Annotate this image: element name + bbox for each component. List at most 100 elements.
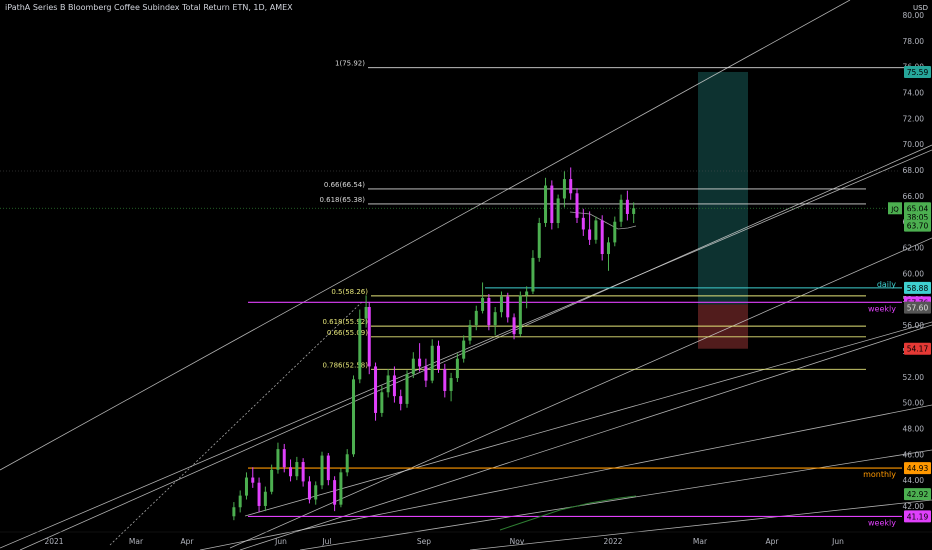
price-tick-label: 50.00 bbox=[903, 399, 925, 408]
dashed-trend-line bbox=[109, 301, 363, 546]
price-badge bbox=[904, 65, 931, 78]
current-tag bbox=[888, 202, 902, 215]
fib-level-label: 0.66(55.09) bbox=[327, 329, 368, 337]
candle-body bbox=[581, 217, 585, 230]
moving-average bbox=[499, 211, 637, 531]
price-badge bbox=[904, 219, 931, 232]
price-tick-label: 60.00 bbox=[903, 269, 925, 278]
candle-body bbox=[632, 208, 636, 214]
stop-loss-box[interactable] bbox=[698, 304, 748, 349]
candle-body bbox=[358, 318, 362, 380]
fib-level-label: 0.5(58.26) bbox=[331, 288, 368, 296]
candle-body bbox=[257, 482, 261, 506]
time-axis[interactable]: 2021 Mar Apr Jun Jul Sep Nov 2022 Mar Apr Jun bbox=[0, 531, 932, 546]
candle-body bbox=[314, 485, 318, 500]
position-boxes bbox=[698, 71, 748, 349]
price-tick-label: 62.00 bbox=[903, 244, 925, 253]
candle-body bbox=[282, 449, 286, 468]
price-badge-label: 63.70 bbox=[907, 222, 929, 231]
price-tick-label: 42.00 bbox=[903, 502, 925, 511]
candle-body bbox=[345, 454, 349, 473]
candle-body bbox=[244, 477, 248, 496]
price-badge bbox=[904, 488, 931, 501]
price-badge-label: 41.19 bbox=[907, 512, 929, 521]
candle-body bbox=[399, 396, 403, 404]
fib-level-label: 0.786(52.58) bbox=[322, 361, 368, 369]
price-tick-label: 68.00 bbox=[903, 166, 925, 175]
candle-body bbox=[562, 179, 566, 199]
candle-body bbox=[537, 223, 541, 258]
candle-body bbox=[468, 325, 472, 341]
trend-line bbox=[229, 237, 932, 549]
candle-body bbox=[270, 469, 274, 492]
candle-body bbox=[525, 291, 529, 296]
fib-level-label: 0.618(65.38) bbox=[319, 196, 365, 204]
candle-body bbox=[512, 317, 516, 335]
currency-label: USD bbox=[913, 4, 928, 12]
price-badge bbox=[904, 301, 931, 314]
candle-body bbox=[619, 199, 623, 222]
key-level-label: weekly bbox=[868, 304, 896, 313]
moving-average-line bbox=[499, 495, 637, 531]
candle-body bbox=[594, 220, 598, 240]
key-level-label: weekly bbox=[868, 518, 896, 527]
price-badge-label: 65.04 bbox=[907, 204, 929, 213]
candle-body bbox=[550, 185, 554, 224]
candle-body bbox=[276, 449, 280, 470]
price-badge-label: 58.88 bbox=[907, 284, 929, 293]
candle-body bbox=[588, 229, 592, 240]
candle-body bbox=[380, 392, 384, 413]
profit-target-box[interactable] bbox=[698, 71, 748, 305]
trend-line bbox=[244, 321, 932, 517]
candle-body bbox=[339, 472, 343, 505]
candle-body bbox=[556, 198, 560, 224]
candle-body bbox=[251, 477, 255, 483]
key-level-label: monthly bbox=[863, 470, 896, 479]
price-tick-label: 78.00 bbox=[903, 37, 925, 46]
horizontal-levels: daily weekly monthly weekly bbox=[248, 280, 902, 527]
time-tick-label: Apr bbox=[181, 537, 195, 546]
price-tick-label: 72.00 bbox=[903, 114, 925, 123]
price-tick-label: 74.00 bbox=[903, 89, 925, 98]
candle-body bbox=[518, 295, 522, 335]
price-tick-label: 44.00 bbox=[903, 476, 925, 485]
price-tick-label: 80.00 bbox=[903, 11, 925, 20]
price-tick-label: 46.00 bbox=[903, 450, 925, 459]
candle-body bbox=[474, 310, 478, 326]
candle-body bbox=[411, 358, 415, 375]
trend-line bbox=[199, 404, 932, 550]
price-axis[interactable]: 80.0078.0076.0074.0072.0070.0068.0066.00… bbox=[903, 11, 925, 511]
price-tick-label: 70.00 bbox=[903, 140, 925, 149]
price-badge-label: 75.59 bbox=[907, 68, 929, 77]
fibonacci-levels: 1(75.92) 0.66(66.54) 0.618(65.38) 0.5(58.26… bbox=[319, 60, 905, 370]
time-tick-label: Apr bbox=[766, 537, 780, 546]
price-badges: 75.5965.0438:0563.7058.8857.7657.6054.17… bbox=[888, 65, 931, 523]
price-badge bbox=[904, 510, 931, 523]
candle-body bbox=[295, 462, 299, 477]
candle-body bbox=[374, 366, 378, 413]
fib-level-label: 1(75.92) bbox=[335, 60, 365, 68]
trend-line bbox=[0, 149, 932, 549]
candle-body bbox=[487, 297, 491, 326]
candle-body bbox=[320, 455, 324, 486]
time-tick-label: Jun bbox=[831, 537, 844, 546]
price-tick-label: 48.00 bbox=[903, 424, 925, 433]
fib-level-label: 0.618(55.92) bbox=[322, 318, 368, 326]
price-badge bbox=[904, 342, 931, 355]
trend-line bbox=[0, 0, 851, 471]
candle-body bbox=[301, 462, 305, 482]
time-tick-label: Sep bbox=[417, 537, 431, 546]
candle-body bbox=[437, 345, 440, 370]
chart-title: iPathA Series B Bloomberg Coffee Subinde… bbox=[5, 3, 293, 12]
candle-body bbox=[232, 507, 236, 517]
candle-body bbox=[462, 340, 466, 359]
candle-body bbox=[443, 369, 447, 391]
candle-body bbox=[352, 379, 356, 455]
price-badge-label: 57.60 bbox=[907, 304, 929, 313]
time-tick-label: 2021 bbox=[44, 537, 63, 546]
candle-body bbox=[364, 306, 368, 319]
candle-body bbox=[386, 375, 390, 393]
fib-level-label: 0.66(66.54) bbox=[324, 181, 365, 189]
